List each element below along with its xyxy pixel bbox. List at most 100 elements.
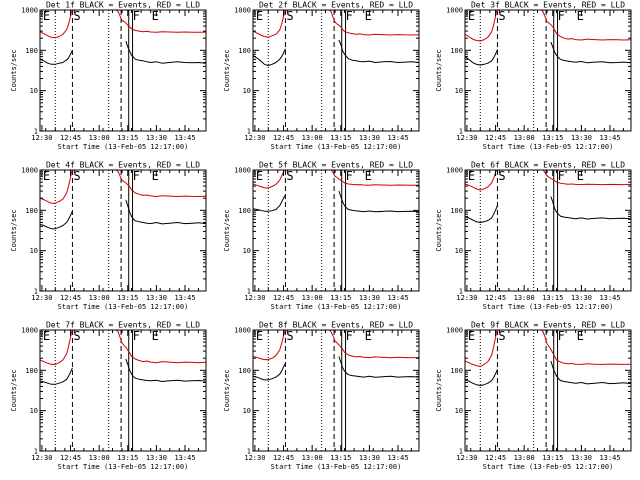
event-marker-e: E bbox=[256, 169, 263, 183]
x-tick-label: 12:45 bbox=[485, 134, 506, 142]
series-lld-segment-4 bbox=[328, 10, 419, 36]
x-tick-label: 13:45 bbox=[599, 454, 620, 462]
series-lld-segment-3 bbox=[465, 10, 500, 42]
x-tick-label: 13:45 bbox=[599, 134, 620, 142]
x-tick-label: 13:00 bbox=[302, 454, 323, 462]
series-events-segment-2 bbox=[125, 358, 206, 382]
event-marker-s: S bbox=[73, 9, 80, 23]
event-marker-f: F bbox=[133, 9, 140, 23]
y-tick-label: 100 bbox=[238, 207, 251, 215]
y-tick-label: 1000 bbox=[446, 7, 463, 15]
y-tick-label: 10 bbox=[455, 87, 463, 95]
event-marker-e: E bbox=[43, 329, 50, 343]
x-tick-label: 13:00 bbox=[514, 454, 535, 462]
x-tick-label: 13:30 bbox=[146, 454, 167, 462]
x-tick-label: 13:15 bbox=[117, 134, 138, 142]
x-tick-label: 12:45 bbox=[273, 134, 294, 142]
event-marker-e: E bbox=[256, 329, 263, 343]
x-tick-label: 13:00 bbox=[302, 294, 323, 302]
x-tick-label: 13:00 bbox=[302, 134, 323, 142]
x-tick-label: 13:45 bbox=[174, 294, 195, 302]
series-lld-segment-3 bbox=[465, 170, 500, 191]
x-tick-label: 13:00 bbox=[89, 134, 110, 142]
y-axis-label: Counts/sec bbox=[435, 209, 443, 251]
x-tick-label: 12:30 bbox=[31, 454, 52, 462]
series-lld-segment-4 bbox=[115, 170, 206, 197]
chart-title: Det 7f BLACK = Events, RED = LLD bbox=[46, 321, 200, 330]
y-tick-label: 10 bbox=[243, 407, 251, 415]
x-tick-label: 13:15 bbox=[330, 294, 351, 302]
y-tick-label: 100 bbox=[450, 207, 463, 215]
x-axis-label: Start Time (13-Feb-05 12:17:00) bbox=[483, 303, 614, 311]
y-tick-label: 1000 bbox=[21, 327, 38, 335]
series-lld-segment-3 bbox=[465, 330, 500, 367]
event-marker-f: F bbox=[558, 329, 565, 343]
event-marker-f: F bbox=[346, 169, 353, 183]
y-axis-label: Counts/sec bbox=[10, 49, 18, 91]
x-tick-label: 13:45 bbox=[387, 134, 408, 142]
x-tick-label: 13:15 bbox=[330, 134, 351, 142]
y-tick-label: 1 bbox=[459, 448, 463, 456]
chart-title: Det 5f BLACK = Events, RED = LLD bbox=[259, 161, 413, 170]
y-axis-label: Counts/sec bbox=[223, 369, 231, 411]
event-marker-s: S bbox=[73, 169, 80, 183]
event-marker-e: E bbox=[152, 9, 159, 23]
event-marker-s: S bbox=[498, 9, 505, 23]
x-tick-label: 13:00 bbox=[89, 454, 110, 462]
x-tick-label: 13:15 bbox=[117, 454, 138, 462]
event-marker-e: E bbox=[256, 9, 263, 23]
chart-title: Det 4f BLACK = Events, RED = LLD bbox=[46, 161, 200, 170]
y-tick-label: 1000 bbox=[446, 327, 463, 335]
x-tick-label: 12:45 bbox=[273, 454, 294, 462]
event-marker-e: E bbox=[43, 169, 50, 183]
x-tick-label: 13:45 bbox=[174, 134, 195, 142]
event-marker-e: E bbox=[152, 169, 159, 183]
series-lld-segment-3 bbox=[40, 10, 75, 39]
x-tick-label: 13:30 bbox=[359, 134, 380, 142]
y-tick-label: 1000 bbox=[234, 167, 251, 175]
y-tick-label: 10 bbox=[30, 87, 38, 95]
series-lld-segment-3 bbox=[40, 330, 75, 365]
series-events-segment-1 bbox=[465, 49, 498, 66]
y-tick-label: 100 bbox=[450, 47, 463, 55]
axes-frame bbox=[39, 9, 207, 132]
series-events-segment-2 bbox=[550, 196, 631, 220]
x-tick-label: 12:30 bbox=[244, 454, 265, 462]
y-tick-label: 1 bbox=[459, 128, 463, 136]
y-tick-label: 10 bbox=[243, 87, 251, 95]
y-tick-label: 1000 bbox=[234, 7, 251, 15]
series-events-segment-1 bbox=[253, 48, 286, 66]
x-axis-label: Start Time (13-Feb-05 12:17:00) bbox=[58, 463, 189, 471]
series-events-segment-1 bbox=[40, 50, 73, 65]
series-events-segment-2 bbox=[125, 40, 206, 64]
axes-frame bbox=[252, 9, 420, 132]
event-marker-e: E bbox=[365, 169, 372, 183]
event-marker-f: F bbox=[558, 169, 565, 183]
x-axis-label: Start Time (13-Feb-05 12:17:00) bbox=[483, 463, 614, 471]
series-events-segment-1 bbox=[465, 369, 498, 386]
x-tick-label: 12:30 bbox=[456, 294, 477, 302]
x-tick-label: 12:30 bbox=[456, 454, 477, 462]
event-marker-f: F bbox=[346, 329, 353, 343]
x-tick-label: 12:30 bbox=[456, 134, 477, 142]
y-tick-label: 10 bbox=[455, 247, 463, 255]
event-marker-e: E bbox=[468, 329, 475, 343]
series-events-segment-1 bbox=[40, 210, 73, 230]
x-tick-label: 13:30 bbox=[359, 294, 380, 302]
y-tick-label: 1 bbox=[34, 128, 38, 136]
y-tick-label: 100 bbox=[25, 47, 38, 55]
series-lld-segment-4 bbox=[328, 330, 419, 359]
event-marker-e: E bbox=[365, 9, 372, 23]
x-tick-label: 13:30 bbox=[146, 134, 167, 142]
y-axis-label: Counts/sec bbox=[10, 209, 18, 251]
series-lld-segment-4 bbox=[540, 10, 631, 41]
event-marker-f: F bbox=[346, 9, 353, 23]
series-events-segment-2 bbox=[338, 39, 419, 63]
series-lld-segment-4 bbox=[115, 330, 206, 364]
series-events-segment-1 bbox=[465, 205, 498, 223]
